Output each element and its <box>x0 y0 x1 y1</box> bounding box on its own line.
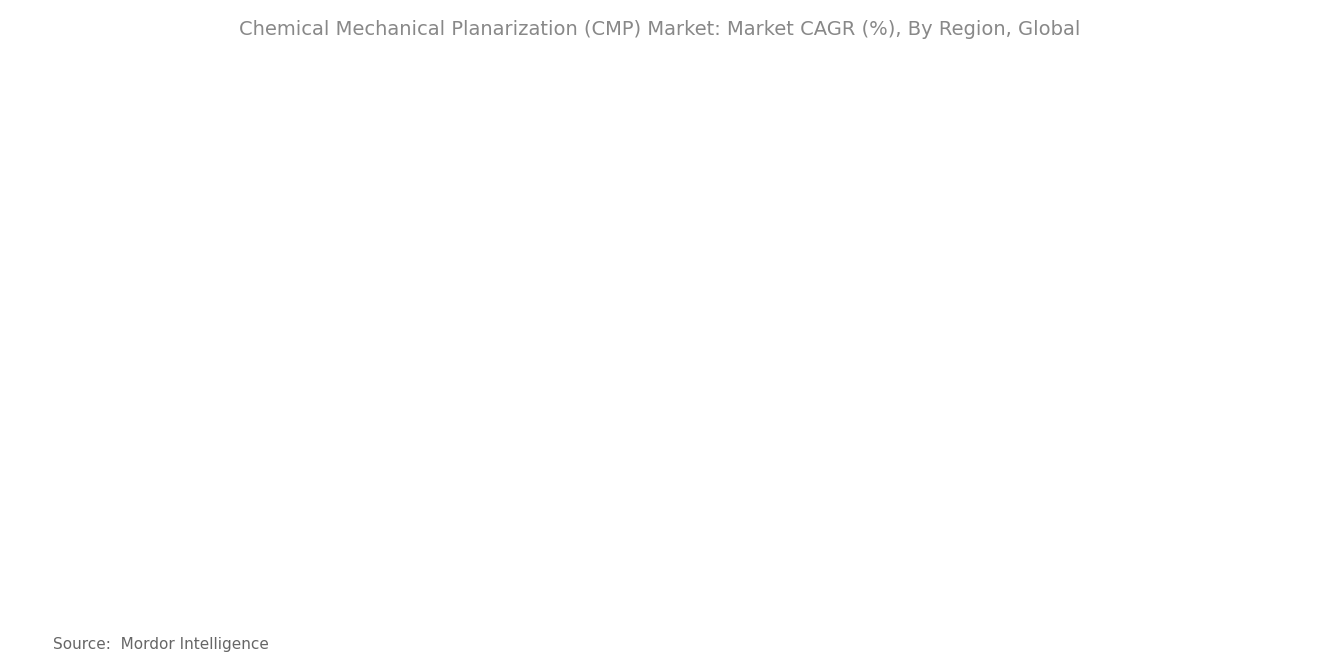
Text: Source:  Mordor Intelligence: Source: Mordor Intelligence <box>53 636 269 652</box>
Text: Chemical Mechanical Planarization (CMP) Market: Market CAGR (%), By Region, Glob: Chemical Mechanical Planarization (CMP) … <box>239 20 1081 39</box>
